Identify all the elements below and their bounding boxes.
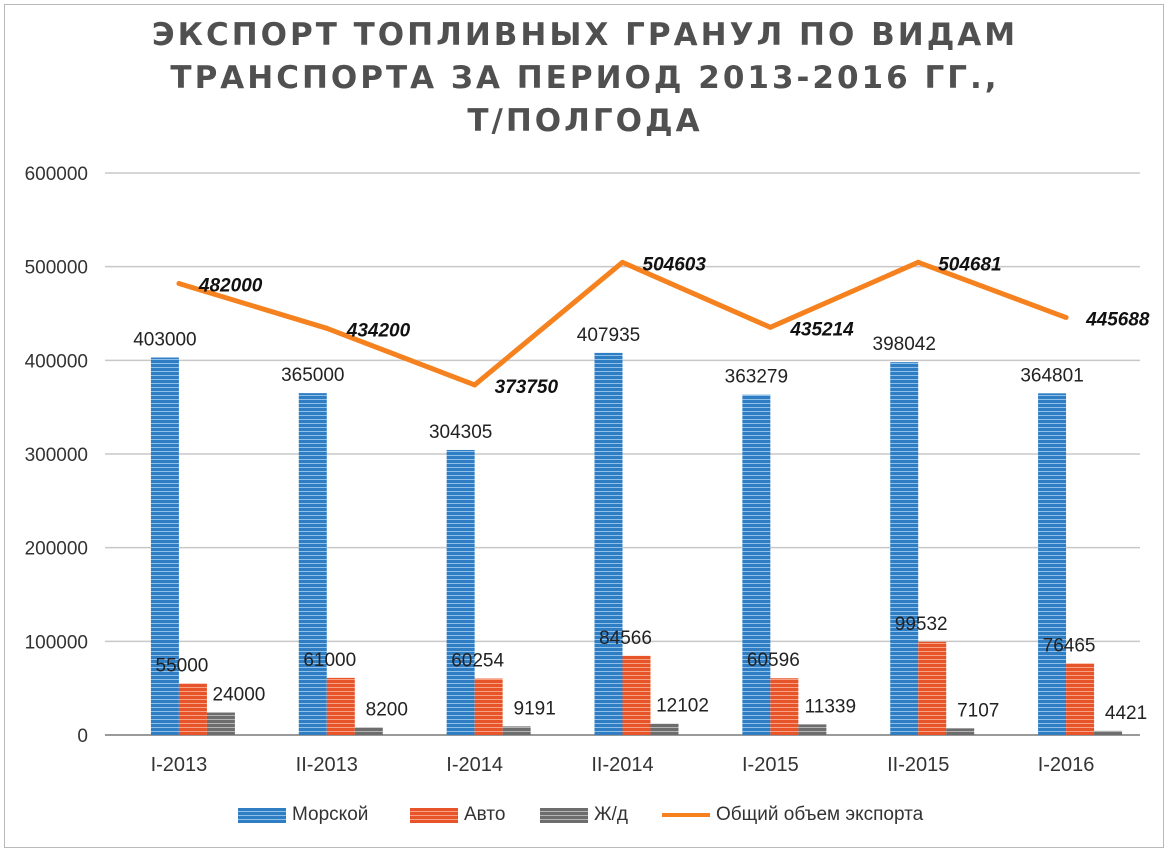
line-point: [324, 325, 330, 331]
y-tick-label: 500000: [25, 258, 88, 279]
data-label-total: 435214: [789, 319, 854, 340]
bar-rail: [946, 728, 975, 735]
y-tick-label: 400000: [25, 351, 88, 372]
x-tick-label: II-2015: [887, 754, 949, 776]
data-label-rail: 11339: [805, 696, 856, 717]
x-tick-label: I-2016: [1038, 754, 1095, 776]
bar-rail: [1094, 730, 1123, 735]
x-tick-label: II-2014: [591, 754, 653, 776]
x-tick-label: I-2015: [742, 754, 799, 776]
data-label-sea: 407935: [577, 325, 640, 346]
legend-item-rail: Ж/д: [540, 800, 628, 830]
bar-auto: [474, 678, 503, 735]
line-point: [472, 382, 478, 388]
x-tick-label: I-2014: [446, 754, 503, 776]
data-label-auto: 60596: [747, 650, 800, 671]
legend-item-auto: Авто: [410, 800, 505, 830]
legend: Морской Авто Ж/д Общий объем экспорта: [0, 800, 1170, 830]
data-label-sea: 364801: [1020, 365, 1083, 386]
line-point: [915, 259, 921, 265]
data-label-sea: 365000: [281, 365, 344, 386]
y-tick-label: 200000: [25, 539, 88, 560]
line-point: [1063, 315, 1069, 321]
y-tick-label: 0: [77, 726, 88, 747]
data-label-rail: 8200: [366, 699, 408, 720]
x-tick-label: II-2013: [296, 754, 358, 776]
data-label-sea: 403000: [133, 330, 196, 351]
y-tick-label: 600000: [25, 164, 88, 185]
line-point: [767, 324, 773, 330]
data-label-total: 504681: [938, 254, 1001, 275]
bar-auto: [178, 683, 207, 735]
data-label-total: 373750: [495, 377, 559, 398]
legend-label: Ж/д: [594, 804, 628, 825]
data-label-total: 434200: [346, 320, 411, 341]
data-label-rail: 7107: [957, 700, 999, 721]
bar-rail: [502, 726, 531, 735]
bar-sea: [298, 393, 327, 735]
data-label-auto: 76465: [1043, 635, 1096, 656]
y-tick-label: 100000: [25, 632, 88, 653]
bar-sea: [150, 357, 179, 735]
bar-rail: [650, 723, 679, 735]
data-label-auto: 84566: [599, 628, 652, 649]
data-label-rail: 12102: [656, 696, 709, 717]
bar-sea: [594, 352, 623, 735]
legend-item-sea: Морской: [238, 800, 368, 830]
legend-item-total: Общий объем экспорта: [662, 800, 923, 830]
bar-rail: [206, 712, 235, 735]
bar-auto: [770, 678, 799, 735]
data-label-rail: 4421: [1105, 703, 1147, 724]
data-label-total: 482000: [198, 276, 263, 297]
line-point: [176, 281, 182, 287]
chart-title: ЭКСПОРТ ТОПЛИВНЫХ ГРАНУЛ ПО ВИДАМ ТРАНСП…: [0, 14, 1170, 143]
data-label-sea: 304305: [429, 422, 492, 443]
chart-title-line: ТРАНСПОРТА ЗА ПЕРИОД 2013-2016 ГГ.,: [170, 60, 1000, 96]
bar-rail: [798, 724, 827, 735]
legend-swatch-rail: [540, 807, 588, 823]
bar-sea: [1038, 393, 1067, 735]
chart-title-line: ЭКСПОРТ ТОПЛИВНЫХ ГРАНУЛ ПО ВИДАМ: [151, 17, 1019, 53]
data-label-sea: 363279: [725, 367, 788, 388]
legend-swatch-auto: [410, 807, 458, 823]
legend-label: Морской: [292, 804, 369, 825]
bar-auto: [326, 677, 355, 735]
legend-swatch-sea: [238, 807, 286, 823]
bar-auto: [918, 641, 947, 735]
y-tick-label: 300000: [25, 445, 88, 466]
bar-sea: [742, 394, 771, 735]
legend-swatch-total: [662, 813, 710, 817]
bar-rail: [354, 727, 383, 735]
bar-sea: [446, 449, 475, 735]
line-point: [620, 259, 625, 265]
data-label-total: 445688: [1085, 310, 1150, 331]
data-label-auto: 61000: [303, 650, 356, 671]
bar-auto: [1066, 663, 1095, 735]
data-label-auto: 60254: [451, 651, 504, 672]
data-label-total: 504603: [643, 254, 707, 275]
data-label-rail: 24000: [213, 685, 266, 706]
chart-title-line: Т/ПОЛГОДА: [467, 103, 703, 139]
legend-label: Авто: [464, 804, 506, 825]
data-label-sea: 398042: [873, 334, 936, 355]
data-label-auto: 99532: [895, 614, 948, 635]
data-label-auto: 55000: [156, 655, 209, 676]
bar-auto: [622, 655, 651, 735]
bar-sea: [890, 362, 919, 735]
legend-label: Общий объем экспорта: [716, 804, 924, 825]
x-tick-label: I-2013: [151, 754, 208, 776]
data-label-rail: 9191: [514, 698, 556, 719]
